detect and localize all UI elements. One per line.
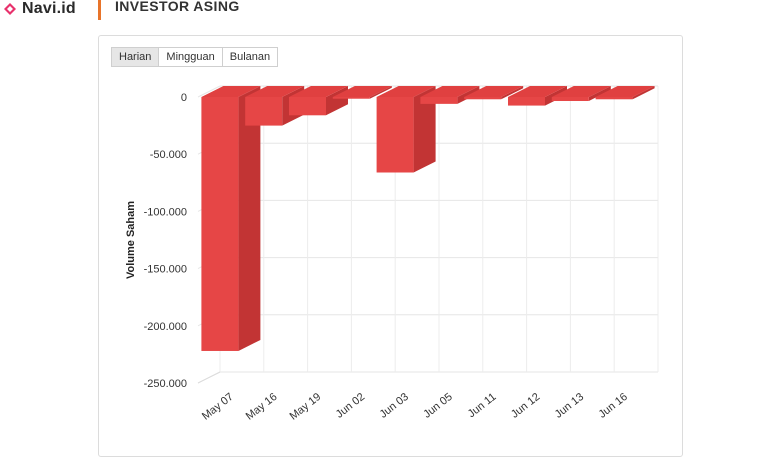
bar-top-face (332, 86, 392, 97)
diamond-logo-icon (4, 3, 16, 15)
bar-top-face (464, 86, 524, 97)
bar-top-face (551, 86, 611, 97)
brand-logo[interactable]: Navi.id (4, 0, 76, 18)
x-tick-label: Jun 12 (509, 391, 542, 421)
grid-line-side (197, 85, 221, 98)
bar-top-face (289, 86, 348, 97)
section-title: INVESTOR ASING (115, 0, 240, 14)
x-tick-label: Jun 11 (466, 391, 499, 420)
bar-front-face (551, 97, 589, 102)
bar-side-face (588, 86, 611, 102)
x-tick-label: Jun 13 (553, 391, 586, 421)
y-tick-label: -100.000 (144, 206, 187, 218)
x-tick-label: May 07 (200, 391, 236, 423)
tab-bulanan[interactable]: Bulanan (221, 47, 279, 67)
bar-top-face (376, 86, 436, 97)
bar-top-face (508, 86, 567, 97)
volume-bar-chart: 0 -50.000 -100.000 -150.000 -200.000 -250.000… (125, 85, 659, 423)
bar-side-face (238, 86, 261, 351)
x-tick-label: Jun 02 (334, 391, 367, 421)
bar-top-face (245, 86, 305, 97)
bar-side-face (501, 86, 524, 100)
bar-side-face (369, 86, 392, 99)
y-tick-label: 0 (181, 92, 187, 104)
title-accent-bar (98, 0, 101, 20)
bar-top-face (595, 86, 655, 97)
x-tick-label: Jun 03 (378, 391, 411, 421)
bar-jun-16[interactable] (595, 86, 655, 100)
y-tick-label: -50.000 (150, 149, 187, 161)
range-tabs: Harian Mingguan Bulanan (111, 47, 279, 67)
y-tick-label: -250.000 (144, 378, 187, 390)
bar-front-face (245, 97, 283, 126)
y-axis-title: Volume Saham (125, 201, 137, 279)
bar-front-face (201, 97, 239, 351)
floor-edge (197, 371, 221, 384)
x-tick-label: May 16 (244, 391, 280, 423)
x-tick-label: Jun 16 (597, 391, 630, 421)
bar-side-face (632, 86, 655, 100)
y-tick-label: -150.000 (144, 264, 187, 276)
bar-front-face (508, 97, 545, 106)
bar-side-face (413, 86, 436, 173)
bar-front-face (464, 97, 502, 100)
bar-jun-03[interactable] (376, 86, 436, 173)
bar-jun-13[interactable] (551, 86, 611, 102)
bar-top-face (201, 86, 261, 97)
bar-front-face (420, 97, 458, 104)
bar-front-face (376, 97, 414, 173)
x-tick-label: Jun 05 (421, 391, 454, 421)
bar-top-face (420, 86, 480, 97)
bar-jun-02[interactable] (332, 86, 392, 99)
bar-may-07[interactable] (201, 86, 261, 351)
y-tick-label: -200.000 (144, 321, 187, 333)
bar-front-face (595, 97, 633, 100)
bar-jun-11[interactable] (464, 86, 524, 100)
x-tick-label: May 19 (288, 391, 324, 423)
bar-front-face (332, 97, 370, 99)
brand-name: Navi.id (22, 0, 76, 17)
bar-front-face (289, 97, 326, 116)
